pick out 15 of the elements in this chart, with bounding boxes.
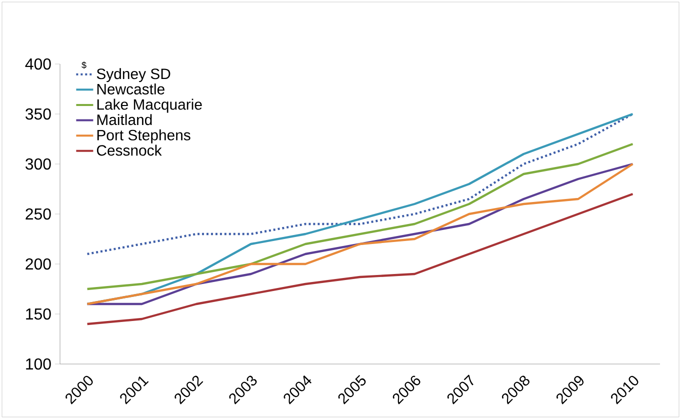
legend-label: Newcastle [97,84,164,94]
y-tick-label: 300 [26,158,51,170]
y-tick-label: 350 [26,108,51,120]
legend-label: Maitland [97,114,152,126]
y-tick-label: 150 [26,308,51,320]
y-axis-title: $ [82,62,86,69]
y-tick-label: 100 [26,358,51,370]
legend-label: Cessnock [96,144,162,156]
line-series [86,112,634,256]
y-tick-label: 400 [25,58,51,70]
y-tick-label: 250 [26,208,51,220]
legend-label: Port Stephens [97,129,190,144]
legend-label: Sydney SD [96,68,170,82]
y-tick-label: 200 [26,258,51,270]
legend-label: Lake Macquarie [97,98,202,113]
